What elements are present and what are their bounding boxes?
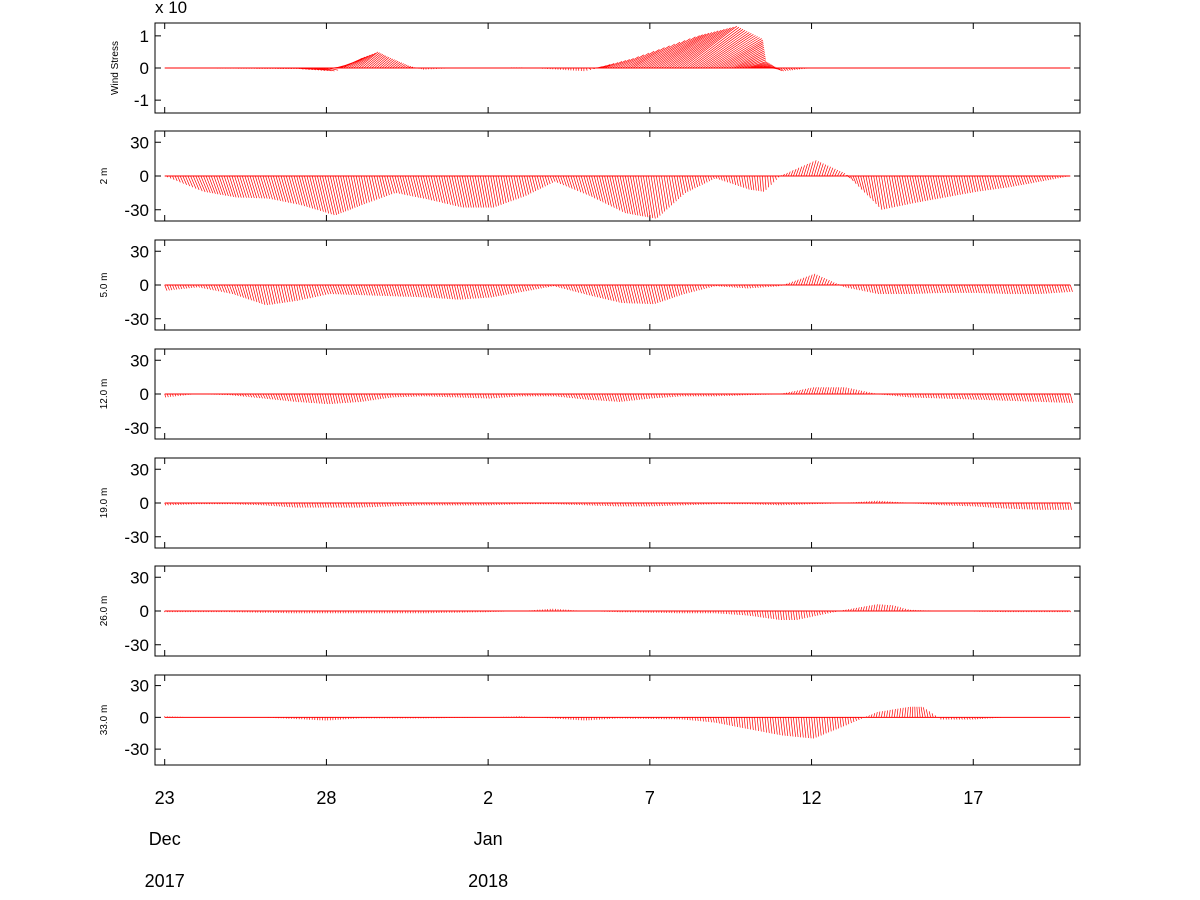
y-tick-label: -30 xyxy=(124,201,149,220)
stick-series xyxy=(164,273,1073,306)
y-tick-label: 0 xyxy=(140,494,149,513)
y-tick-label: -30 xyxy=(124,740,149,759)
y-tick-label: -30 xyxy=(124,310,149,329)
panel-label: 26.0 m xyxy=(99,596,110,627)
y-tick-label: -1 xyxy=(134,91,149,110)
x-month-label: Dec xyxy=(149,829,181,849)
x-tick-label: 17 xyxy=(963,788,983,808)
x-year-label: 2017 xyxy=(145,871,185,891)
y-tick-label: 30 xyxy=(130,242,149,261)
stick-series xyxy=(164,604,1071,621)
y-tick-label: -30 xyxy=(124,636,149,655)
y-tick-label: 0 xyxy=(140,708,149,727)
y-tick-label: 30 xyxy=(130,460,149,479)
y-multiplier: x 10 xyxy=(155,0,187,17)
panel-frame xyxy=(154,674,1081,766)
stick-series xyxy=(166,160,1069,219)
y-tick-label: 0 xyxy=(140,276,149,295)
panel-label: Wind Stress xyxy=(110,41,121,95)
y-tick-label: 30 xyxy=(130,568,149,587)
stick-series xyxy=(164,706,1004,739)
stick-series xyxy=(164,387,1073,405)
y-tick-label: 0 xyxy=(140,602,149,621)
panel-1: 30 0 -30 2 m xyxy=(99,130,1081,222)
panel-0: 1 0 -1 Wind Stress x 10 xyxy=(110,0,1081,114)
x-tick-label: 7 xyxy=(645,788,655,808)
panel-label: 33.0 m xyxy=(99,705,110,736)
y-tick-label: -30 xyxy=(124,419,149,438)
y-tick-label: 1 xyxy=(140,27,149,46)
panel-2: 30 0 -30 5.0 m xyxy=(99,239,1081,331)
x-year-label: 2018 xyxy=(468,871,508,891)
stick-series xyxy=(167,25,810,72)
x-tick-label: 23 xyxy=(155,788,175,808)
x-tick-label: 28 xyxy=(316,788,336,808)
x-month-label: Jan xyxy=(474,829,503,849)
x-tick-label: 12 xyxy=(802,788,822,808)
y-tick-label: 30 xyxy=(130,351,149,370)
panel-label: 19.0 m xyxy=(99,488,110,519)
y-tick-label: 0 xyxy=(140,59,149,78)
panel-label: 5.0 m xyxy=(99,272,110,297)
y-tick-label: 0 xyxy=(140,385,149,404)
y-tick-label: 0 xyxy=(140,167,149,186)
panel-label: 2 m xyxy=(99,168,110,185)
panel-label: 12.0 m xyxy=(99,379,110,410)
panel-3: 30 0 -30 12.0 m xyxy=(99,348,1081,440)
y-tick-label: 30 xyxy=(130,133,149,152)
panel-6: 30 0 -30 33.0 m xyxy=(99,674,1081,766)
panel-4: 30 0 -30 19.0 m xyxy=(99,457,1081,549)
y-tick-label: 30 xyxy=(130,677,149,696)
y-tick-label: -30 xyxy=(124,528,149,547)
panel-5: 30 0 -30 26.0 m xyxy=(99,565,1081,657)
stick-series xyxy=(164,500,1072,510)
x-tick-label: 2 xyxy=(483,788,493,808)
